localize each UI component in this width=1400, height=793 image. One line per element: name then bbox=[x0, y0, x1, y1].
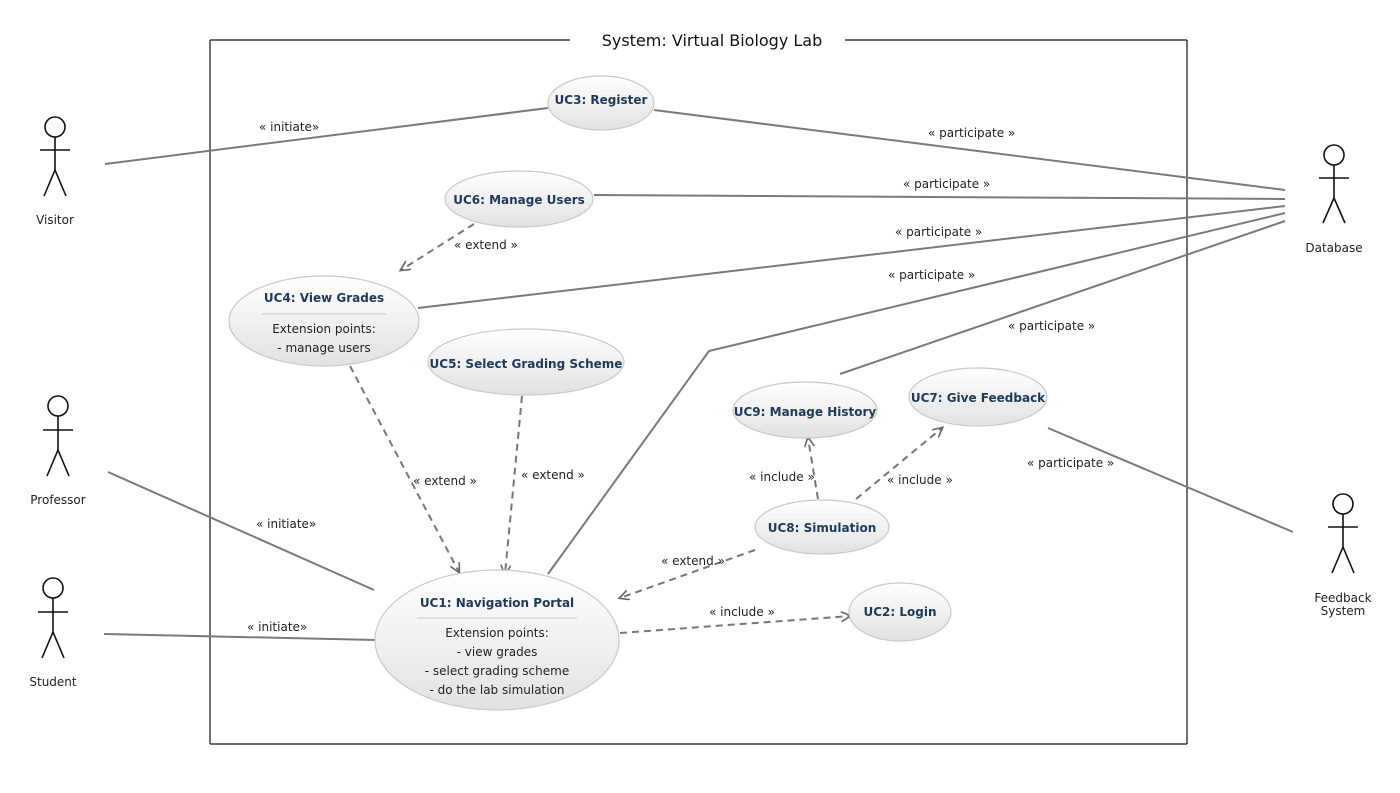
actor-student-label: Student bbox=[29, 675, 77, 689]
actor-student[interactable]: Student bbox=[29, 577, 77, 689]
assoc-uc6-database bbox=[593, 194, 1286, 200]
uc1-extension-2: - select grading scheme bbox=[425, 664, 569, 678]
actor-feedback-label-line2: System bbox=[1321, 604, 1366, 618]
extend-uc4-uc1 bbox=[349, 365, 459, 572]
uc1-title: UC1: Navigation Portal bbox=[420, 596, 574, 610]
uc4-title: UC4: View Grades bbox=[264, 291, 384, 305]
uc9-title: UC9: Manage History bbox=[734, 405, 877, 419]
uc1-extension-header: Extension points: bbox=[445, 626, 549, 640]
assoc-uc9-database bbox=[839, 220, 1286, 375]
use-case-uc3[interactable]: UC3: Register bbox=[547, 75, 655, 131]
label-initiate-student: « initiate» bbox=[247, 620, 307, 634]
uc4-extension-header: Extension points: bbox=[272, 322, 376, 336]
use-case-uc4[interactable]: UC4: View Grades Extension points: - man… bbox=[228, 275, 420, 367]
label-include-uc9: « include » bbox=[749, 470, 815, 484]
assoc-professor-uc1 bbox=[107, 471, 375, 591]
system-boundary bbox=[209, 39, 1188, 745]
assoc-student-uc1 bbox=[103, 633, 377, 641]
connector-labels: « initiate» « initiate» « initiate» « pa… bbox=[247, 120, 1114, 634]
associations bbox=[103, 107, 1294, 641]
use-case-uc6[interactable]: UC6: Manage Users bbox=[444, 170, 594, 228]
uc2-title: UC2: Login bbox=[863, 605, 936, 619]
actor-feedback-label-line1: Feedback bbox=[1314, 591, 1371, 605]
include-uc8-uc9 bbox=[808, 438, 819, 500]
label-participate-uc3: « participate » bbox=[928, 126, 1015, 140]
stick-figure-icon bbox=[1328, 493, 1358, 574]
assoc-uc3-database bbox=[653, 109, 1286, 191]
assoc-uc4-database bbox=[417, 205, 1286, 309]
include-uc1-uc2 bbox=[619, 616, 850, 634]
actor-visitor[interactable]: Visitor bbox=[36, 116, 74, 227]
uc1-extension-1: - view grades bbox=[457, 645, 538, 659]
label-extend-uc6: « extend » bbox=[454, 238, 518, 252]
include-uc8-uc7 bbox=[855, 428, 942, 500]
uc3-title: UC3: Register bbox=[555, 93, 648, 107]
uc6-title: UC6: Manage Users bbox=[453, 193, 585, 207]
assoc-uc1-database bbox=[547, 212, 1286, 575]
use-case-uc1[interactable]: UC1: Navigation Portal Extension points:… bbox=[374, 569, 620, 711]
label-initiate-professor: « initiate» bbox=[256, 517, 316, 531]
label-extend-uc8: « extend » bbox=[661, 554, 725, 568]
stick-figure-icon bbox=[43, 395, 73, 477]
dependencies bbox=[349, 223, 942, 634]
assoc-visitor-uc3 bbox=[104, 107, 549, 165]
system-title: System: Virtual Biology Lab bbox=[602, 31, 823, 50]
label-include-uc7: « include » bbox=[887, 473, 953, 487]
assoc-uc7-feedback bbox=[1047, 427, 1294, 533]
uc5-title: UC5: Select Grading Scheme bbox=[430, 357, 623, 371]
use-case-uc9[interactable]: UC9: Manage History bbox=[732, 381, 878, 439]
use-case-uc5[interactable]: UC5: Select Grading Scheme bbox=[427, 328, 625, 396]
label-participate-uc7: « participate » bbox=[1027, 456, 1114, 470]
label-participate-uc6: « participate » bbox=[903, 177, 990, 191]
actor-professor-label: Professor bbox=[30, 493, 85, 507]
stick-figure-icon bbox=[40, 116, 70, 197]
label-initiate-visitor: « initiate» bbox=[259, 120, 319, 134]
label-participate-uc4: « participate » bbox=[895, 225, 982, 239]
uc4-extension-1: - manage users bbox=[277, 341, 370, 355]
label-include-uc2: « include » bbox=[709, 605, 775, 619]
extend-uc5-uc1 bbox=[505, 395, 523, 574]
use-case-uc8[interactable]: UC8: Simulation bbox=[754, 499, 890, 555]
uc8-title: UC8: Simulation bbox=[768, 521, 877, 535]
stick-figure-icon bbox=[1319, 144, 1349, 224]
actor-professor[interactable]: Professor bbox=[30, 395, 86, 507]
extend-uc6-uc4 bbox=[401, 223, 475, 270]
use-case-uc2[interactable]: UC2: Login bbox=[848, 582, 952, 642]
use-case-uc7[interactable]: UC7: Give Feedback bbox=[908, 367, 1048, 427]
label-extend-uc4: « extend » bbox=[413, 474, 477, 488]
actor-feedback-system[interactable]: Feedback System bbox=[1314, 493, 1372, 618]
uc1-extension-3: - do the lab simulation bbox=[429, 683, 564, 697]
actor-database[interactable]: Database bbox=[1305, 144, 1363, 255]
label-participate-uc1: « participate » bbox=[888, 268, 975, 282]
actor-visitor-label: Visitor bbox=[36, 213, 74, 227]
label-extend-uc5: « extend » bbox=[521, 468, 585, 482]
actor-database-label: Database bbox=[1305, 241, 1362, 255]
uc7-title: UC7: Give Feedback bbox=[911, 391, 1046, 405]
stick-figure-icon bbox=[38, 577, 68, 659]
label-participate-uc9: « participate » bbox=[1008, 319, 1095, 333]
